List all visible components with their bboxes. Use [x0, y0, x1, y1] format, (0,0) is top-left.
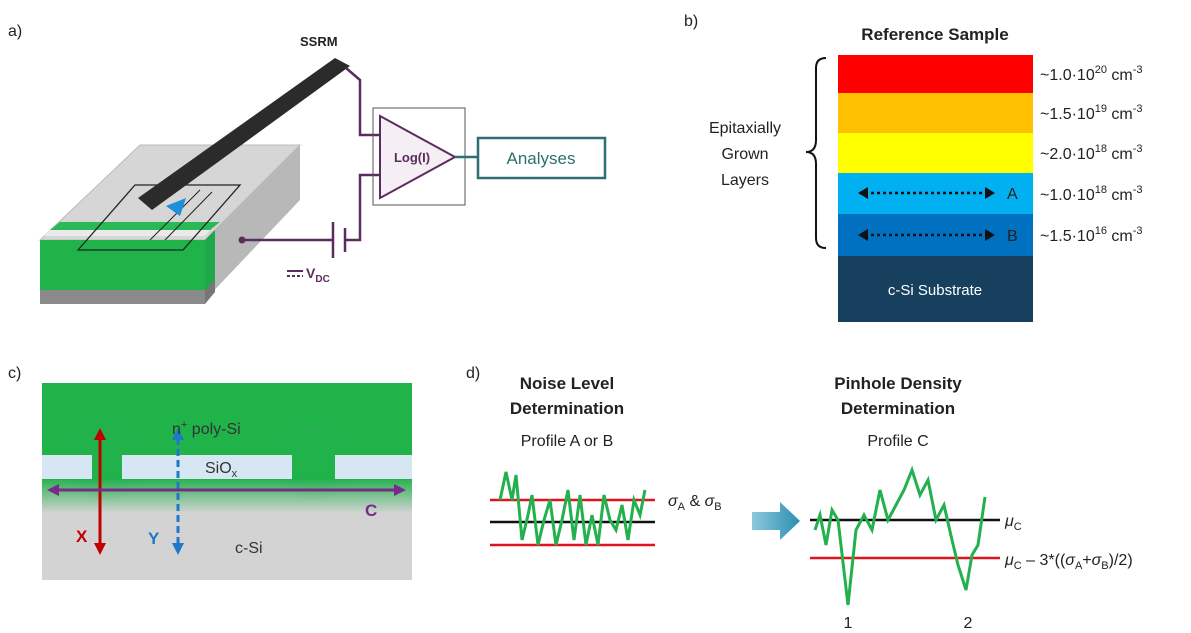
- bracket-label: Epitaxially: [709, 120, 781, 137]
- base: ~1.0·10: [1040, 67, 1095, 84]
- exponent: 18: [1095, 143, 1107, 155]
- sample-base: [40, 290, 205, 304]
- contact: [239, 237, 246, 244]
- panel-label: c): [8, 365, 21, 382]
- title: Reference Sample: [861, 25, 1008, 44]
- unit-exponent: -3: [1133, 103, 1143, 115]
- panel-b: b) Reference Sample c-Si Substrate ~1.0·…: [684, 13, 1143, 322]
- bulk-label: c-Si: [235, 540, 263, 557]
- layer: [838, 93, 1033, 133]
- exponent: 18: [1095, 184, 1107, 196]
- concentration-label: ~2.0·1018 cm-3: [1040, 143, 1143, 163]
- exponent: 19: [1095, 103, 1107, 115]
- sub: C: [1014, 521, 1022, 533]
- oxide: [335, 455, 412, 479]
- base: ~1.0·10: [1040, 187, 1095, 204]
- exponent: 16: [1095, 225, 1107, 237]
- unit: cm: [1107, 146, 1133, 163]
- right-title: Pinhole Density: [834, 374, 962, 393]
- concentration-label: ~1.5·1016 cm-3: [1040, 225, 1143, 245]
- profile-c: [815, 470, 985, 605]
- wire: [346, 68, 380, 135]
- panel-c: c) n+ poly-Si SiOx X Y C c-Si: [8, 365, 412, 580]
- profile-label: A: [1007, 186, 1018, 203]
- substrate-label: c-Si Substrate: [888, 282, 982, 299]
- unit: cm: [1107, 187, 1133, 204]
- unit-exponent: -3: [1133, 143, 1143, 155]
- sub: B: [1101, 560, 1108, 572]
- pinhole-label: 2: [964, 615, 973, 632]
- sample-front: [40, 240, 205, 290]
- mean-label: μC: [1004, 513, 1022, 533]
- figure: a) SSRM VDC Log(I) Analyses b) Reference…: [0, 0, 1191, 633]
- panel-label: d): [466, 365, 480, 382]
- text: &: [685, 493, 705, 510]
- oxide: [42, 455, 92, 479]
- base: ~1.5·10: [1040, 228, 1095, 245]
- stripe: [44, 230, 210, 236]
- unit-exponent: -3: [1133, 64, 1143, 76]
- profile-label: X: [76, 527, 88, 546]
- oxide-sub: x: [232, 468, 238, 480]
- profile-label: B: [1007, 228, 1018, 245]
- poly-text: poly-Si: [187, 421, 240, 438]
- text: +: [1082, 552, 1091, 569]
- layer: [838, 55, 1033, 93]
- profile-label: Y: [148, 529, 160, 548]
- sigma-label: σA & σB: [668, 493, 722, 513]
- threshold-label: μC – 3*((σA+σB)/2): [1004, 552, 1133, 572]
- left-subtitle: Profile A or B: [521, 433, 614, 450]
- layer: [838, 133, 1033, 173]
- unit-exponent: -3: [1133, 225, 1143, 237]
- right-subtitle: Profile C: [867, 433, 928, 450]
- bracket: [806, 58, 826, 248]
- left-title: Determination: [510, 399, 624, 418]
- probe-label: SSRM: [300, 34, 338, 49]
- unit-exponent: -3: [1133, 184, 1143, 196]
- wire: [345, 175, 380, 240]
- pinhole-label: 1: [844, 615, 853, 632]
- oxide-text: SiO: [205, 460, 232, 477]
- profile-label: C: [365, 501, 377, 520]
- text: – 3*((: [1022, 552, 1066, 569]
- base: ~2.0·10: [1040, 146, 1095, 163]
- left-title: Noise Level: [520, 374, 615, 393]
- stripe: [50, 222, 220, 230]
- mu: μ: [1004, 552, 1014, 569]
- bracket-label: Layers: [721, 172, 769, 189]
- noise-profile: [500, 472, 645, 545]
- flow-arrow: [752, 502, 800, 540]
- analyses-label: Analyses: [507, 149, 576, 168]
- concentration-labels: ~1.0·1020 cm-3~1.5·1019 cm-3~2.0·1018 cm…: [1040, 64, 1143, 245]
- unit: cm: [1107, 67, 1133, 84]
- poly-n: n: [172, 421, 181, 438]
- concentration-label: ~1.0·1018 cm-3: [1040, 184, 1143, 204]
- unit: cm: [1107, 228, 1133, 245]
- exponent: 20: [1095, 64, 1107, 76]
- panel-d: d) Noise Level Determination Profile A o…: [466, 365, 1133, 632]
- concentration-label: ~1.5·1019 cm-3: [1040, 103, 1143, 123]
- voltage-sub: DC: [315, 274, 329, 285]
- concentration-label: ~1.0·1020 cm-3: [1040, 64, 1143, 84]
- voltage-label: VDC: [306, 265, 330, 285]
- panel-label: b): [684, 13, 698, 30]
- text: )/2): [1109, 552, 1133, 569]
- sub: B: [714, 501, 721, 513]
- mu: μ: [1004, 513, 1014, 530]
- panel-a: a) SSRM VDC Log(I) Analyses: [8, 23, 605, 304]
- right-title: Determination: [841, 399, 955, 418]
- sub: C: [1014, 560, 1022, 572]
- unit: cm: [1107, 106, 1133, 123]
- amplifier-label: Log(I): [394, 150, 430, 165]
- panel-label: a): [8, 23, 22, 40]
- base: ~1.5·10: [1040, 106, 1095, 123]
- bracket-label: Grown: [721, 146, 768, 163]
